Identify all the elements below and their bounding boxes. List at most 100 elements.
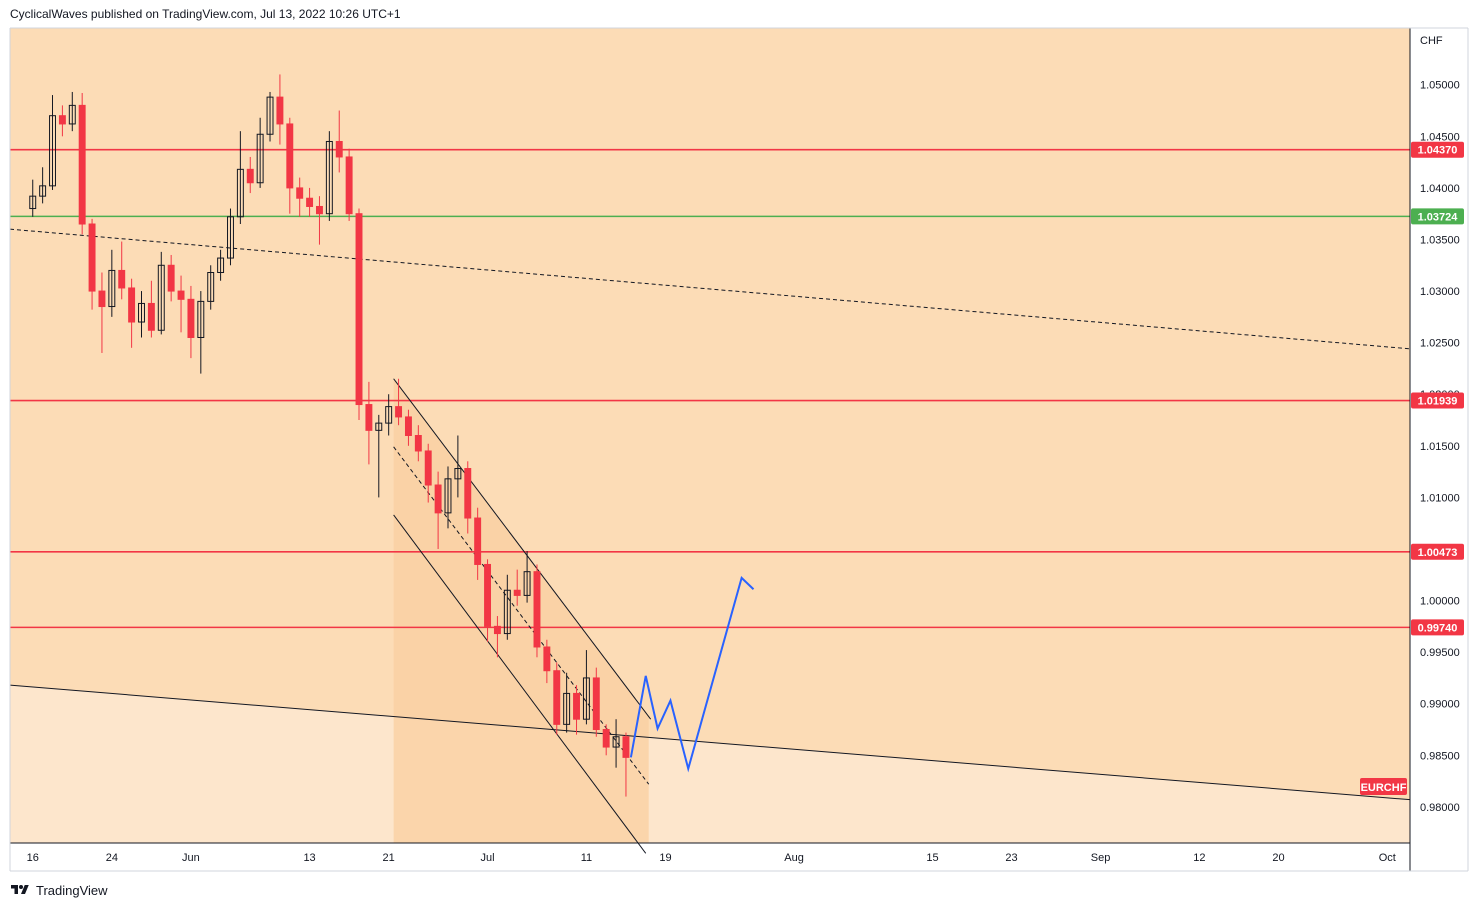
candle: [355, 208, 363, 421]
candle: [375, 414, 383, 498]
x-tick-label: Jun: [182, 852, 200, 864]
candle: [434, 471, 442, 549]
trendline-dashed[interactable]: [9, 228, 1411, 350]
candle: [246, 156, 254, 194]
candle: [365, 381, 373, 465]
chart-background-lower: [10, 685, 1410, 843]
y-tick-label: 1.03500: [1420, 234, 1460, 246]
candle: [385, 394, 393, 436]
candle: [484, 559, 492, 642]
y-tick-label: 0.98500: [1420, 750, 1460, 762]
candle: [464, 461, 472, 534]
x-tick-label: 16: [27, 852, 39, 864]
candle: [236, 131, 244, 225]
y-tick-label: 1.02500: [1420, 338, 1460, 350]
candle: [78, 92, 86, 235]
candle: [177, 275, 185, 333]
x-tick-label: 11: [581, 852, 592, 864]
candle: [58, 105, 66, 137]
candle: [315, 196, 323, 245]
candle: [444, 466, 452, 529]
candle: [325, 131, 333, 221]
projection-path[interactable]: [629, 575, 755, 773]
y-tick-label: 1.05000: [1420, 80, 1460, 92]
x-tick-label: 13: [303, 852, 315, 864]
symbol-badge-bg: [1360, 778, 1407, 795]
candle: [395, 378, 403, 426]
candle: [513, 569, 521, 606]
level-badge-bg-1.04370: [1411, 141, 1464, 158]
y-tick-label: 1.03000: [1420, 286, 1460, 298]
candle: [503, 574, 511, 640]
level-badge-0.99740: 0.99740: [1418, 622, 1458, 634]
candle: [454, 435, 462, 498]
level-badge-1.00473: 1.00473: [1418, 547, 1458, 559]
currency-label: CHF: [1420, 35, 1443, 47]
level-badge-bg-0.99740: [1411, 619, 1464, 636]
candle: [404, 409, 412, 446]
level-badge-1.04370: 1.04370: [1418, 145, 1458, 157]
x-tick-label: 24: [106, 852, 118, 864]
candle: [187, 285, 195, 359]
candle: [622, 732, 630, 797]
level-badge-bg-1.01939: [1411, 392, 1464, 409]
candle: [602, 724, 610, 756]
y-tick-label: 1.01500: [1420, 441, 1460, 453]
y-tick-label: 1.04500: [1420, 131, 1460, 143]
candle: [543, 639, 551, 684]
candle: [197, 291, 205, 374]
x-tick-label: 12: [1193, 852, 1205, 864]
candle: [68, 91, 76, 132]
level-badge-1.03724: 1.03724: [1418, 211, 1459, 223]
tradingview-brand[interactable]: TradingView: [36, 882, 108, 898]
candle: [118, 241, 126, 300]
candle: [345, 148, 353, 221]
y-tick-label: 0.99000: [1420, 699, 1460, 711]
candle: [612, 719, 620, 768]
candle: [138, 291, 145, 338]
candle: [39, 167, 47, 204]
candle: [335, 110, 343, 173]
y-tick-label: 1.04000: [1420, 183, 1460, 195]
candle: [256, 117, 264, 188]
candle: [217, 249, 225, 281]
publish-info: CyclicalWaves published on TradingView.c…: [10, 7, 401, 21]
x-tick-label: Sep: [1091, 852, 1111, 864]
candle: [227, 208, 234, 266]
candle: [493, 616, 501, 658]
x-tick-label: Jul: [481, 852, 495, 864]
candle: [553, 662, 561, 735]
channel-upper-line[interactable]: [393, 378, 652, 720]
candle: [592, 667, 600, 737]
candle: [88, 218, 96, 310]
candle: [276, 74, 284, 145]
y-tick-label: 1.00000: [1420, 596, 1460, 608]
candle: [424, 443, 432, 503]
candle: [266, 91, 274, 142]
x-tick-label: Aug: [784, 852, 804, 864]
candle: [523, 551, 531, 603]
level-badge-bg-1.03724: [1411, 208, 1464, 225]
candle: [563, 672, 571, 733]
x-tick-label: Oct: [1379, 852, 1396, 864]
y-tick-label: 0.98000: [1420, 802, 1460, 814]
candle: [147, 280, 155, 338]
trendline-solid[interactable]: [9, 684, 1411, 801]
candle: [207, 265, 215, 310]
symbol-badge: EURCHF: [1361, 782, 1407, 794]
tradingview-logo-icon[interactable]: [10, 883, 30, 897]
candle: [414, 425, 422, 462]
x-tick-label: 21: [383, 852, 395, 864]
candle: [533, 564, 541, 658]
channel-lower-line[interactable]: [393, 514, 647, 854]
candle: [49, 95, 56, 190]
y-tick-label: 1.01000: [1420, 492, 1460, 504]
candle: [98, 272, 106, 353]
candle: [306, 187, 314, 217]
candle: [128, 278, 136, 348]
level-badge-bg-1.00473: [1411, 543, 1464, 560]
footer: TradingView: [10, 880, 108, 900]
candle: [286, 117, 294, 214]
x-tick-label: 15: [926, 852, 938, 864]
